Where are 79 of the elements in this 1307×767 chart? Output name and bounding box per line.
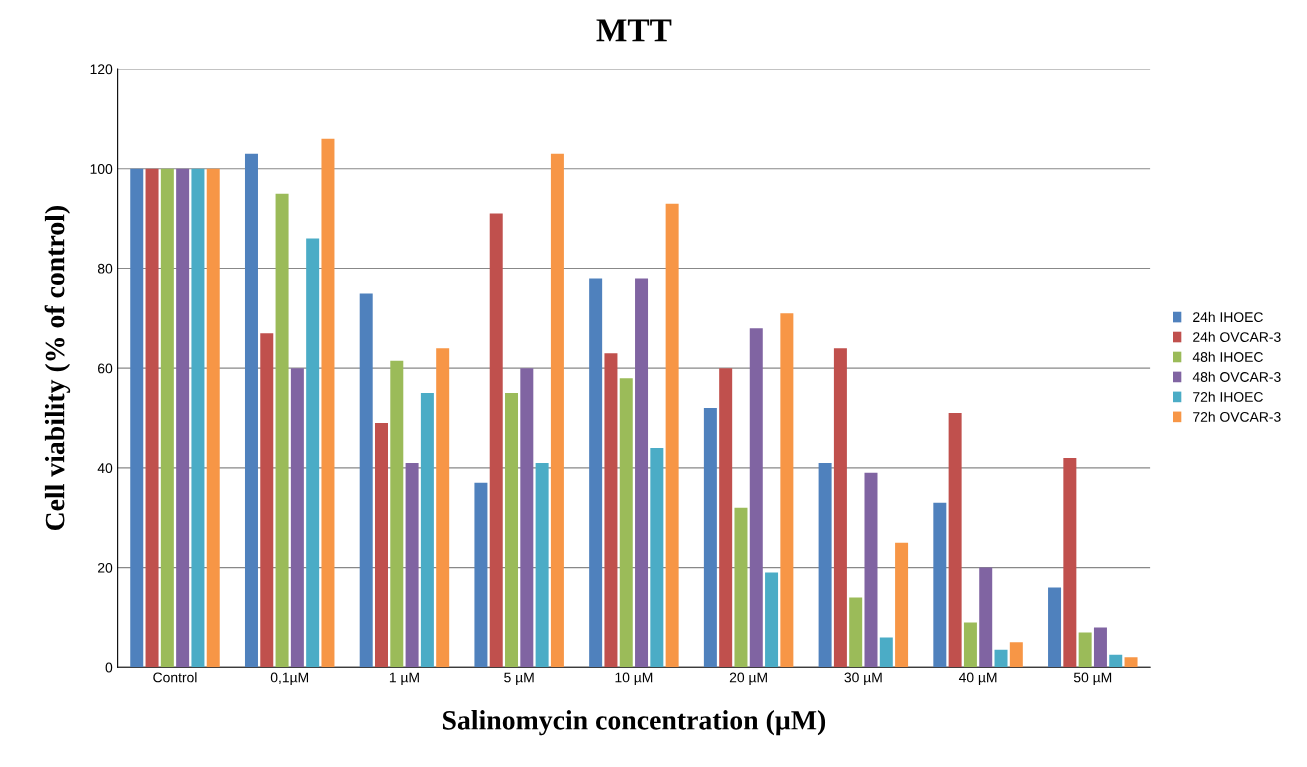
bar: [650, 447, 664, 668]
y-axis-title: Cell viability (% of control): [44, 206, 71, 531]
y-tick-label: 120: [90, 64, 113, 75]
y-tick-label: 60: [98, 363, 113, 374]
bar: [489, 213, 503, 668]
bar: [535, 462, 549, 668]
bar: [879, 637, 893, 668]
x-tick-label: 1 µM: [389, 672, 419, 686]
bar: [550, 153, 564, 668]
x-tick-label: 40 µM: [958, 672, 997, 686]
bar: [589, 278, 603, 668]
bar: [933, 502, 947, 668]
bar: [833, 348, 847, 668]
bar: [604, 353, 618, 668]
bar: [405, 462, 419, 668]
chart-title: MTT: [596, 19, 672, 42]
bar: [765, 572, 779, 668]
bar: [275, 193, 289, 668]
x-tick-label: 0,1µM: [270, 672, 309, 686]
legend-label: 72h IHOEC: [1193, 391, 1263, 402]
bar: [818, 462, 832, 668]
bar: [290, 368, 304, 668]
bar: [130, 168, 144, 668]
bar: [1009, 642, 1023, 668]
x-tick-label: 10 µM: [615, 672, 653, 686]
bar: [260, 333, 274, 668]
bar: [505, 393, 519, 668]
bar: [145, 168, 159, 668]
bar: [665, 203, 679, 668]
x-tick-label: 20 µM: [729, 672, 767, 686]
bar: [321, 138, 335, 668]
bar: [436, 348, 450, 668]
bar: [619, 378, 633, 668]
x-tick-label: 50 µM: [1073, 672, 1112, 686]
legend-label: 48h IHOEC: [1192, 351, 1263, 362]
bar: [895, 542, 909, 668]
x-tick-label: 5 µM: [504, 672, 534, 686]
y-tick-label: 20: [98, 562, 113, 573]
bar: [191, 168, 205, 668]
x-tick-label: 30 µM: [844, 672, 882, 686]
y-tick-label: 40: [97, 463, 113, 474]
bar: [719, 368, 733, 668]
bar: [1093, 627, 1107, 668]
bar: [635, 278, 649, 668]
bar: [206, 168, 220, 668]
bar: [994, 649, 1008, 668]
y-tick-label: 0: [105, 662, 113, 673]
legend-label: 24h OVCAR-3: [1193, 331, 1281, 342]
bar: [948, 413, 962, 668]
bar: [1124, 657, 1138, 668]
bar: [390, 360, 404, 668]
bar: [176, 168, 190, 668]
bar: [520, 368, 534, 668]
bar: [1078, 632, 1092, 668]
y-tick-label: 80: [97, 263, 113, 274]
bar: [375, 423, 388, 668]
bar: [864, 472, 878, 668]
bar: [703, 408, 717, 668]
legend-label: 72h OVCAR-3: [1193, 411, 1281, 422]
bar: [1109, 654, 1123, 668]
bar: [849, 597, 863, 668]
bar: [160, 168, 174, 668]
bar: [979, 567, 993, 668]
bar: [963, 622, 977, 668]
legend-label: 48h OVCAR-3: [1192, 371, 1281, 382]
bar: [1048, 587, 1062, 668]
legend-label: 24h IHOEC: [1193, 311, 1263, 323]
bar: [244, 153, 258, 668]
bar: [1063, 457, 1077, 668]
bar: [359, 293, 373, 668]
bar: [734, 507, 748, 668]
bar: [749, 328, 763, 668]
bar: [306, 238, 320, 668]
y-tick-label: 100: [90, 164, 113, 174]
bar: [420, 393, 434, 668]
x-tick-label: Control: [153, 672, 197, 683]
bar: [780, 313, 794, 668]
x-axis-title: Salinomycin concentration (µM): [442, 710, 826, 736]
bar: [474, 482, 488, 668]
